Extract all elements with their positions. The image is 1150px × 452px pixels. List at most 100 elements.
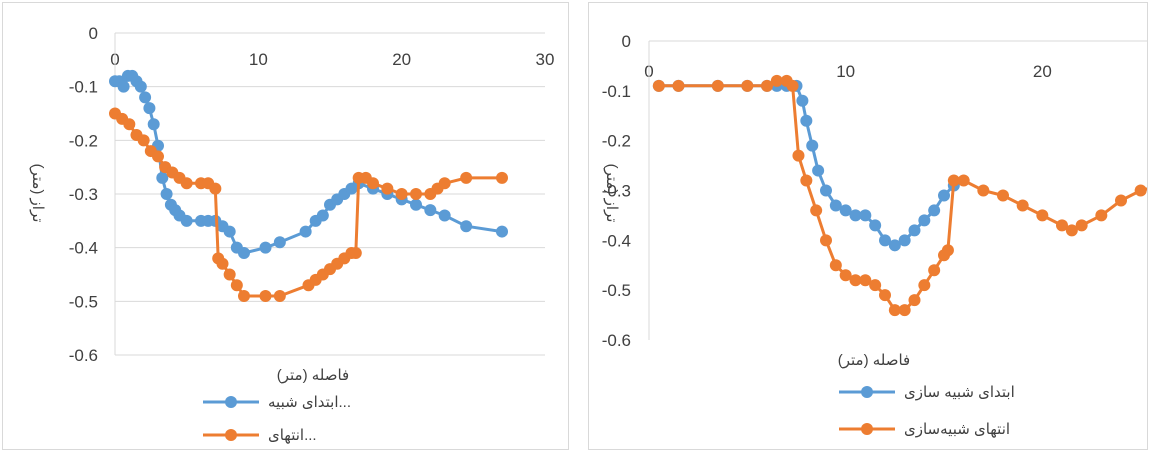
series-2-point	[410, 188, 422, 200]
series-2-point	[1095, 209, 1108, 222]
series-2-point	[273, 289, 286, 302]
series-1-point	[147, 118, 160, 131]
series-2-point	[230, 279, 243, 292]
y-tick-label-5: -0.5	[602, 281, 631, 300]
y-tick-label-4: -0.4	[69, 239, 98, 258]
series-2-point	[810, 204, 823, 217]
series-1-point	[156, 171, 169, 184]
x-tick-label-3: 30	[536, 50, 555, 69]
series-1-point	[918, 214, 931, 227]
series-1-point	[316, 209, 329, 222]
series-2-point	[908, 294, 921, 307]
series-2-point	[180, 177, 193, 190]
series-2-point	[879, 289, 891, 302]
series-1-point	[829, 199, 842, 212]
series-1-point	[820, 184, 832, 197]
y-axis-title: تراز (متر)	[603, 164, 620, 223]
series-2-point	[496, 171, 508, 184]
chart-panel-left: 0 -0.1 -0.2 -0.3 -0.4 -0.5 -0.6 0 10 20 30 فاصله (م…	[2, 2, 569, 450]
series-2-point	[1056, 219, 1068, 232]
series-1-point	[859, 209, 872, 222]
series-2-point	[849, 274, 862, 287]
series-1-point	[879, 234, 891, 247]
series-2-point	[216, 257, 229, 270]
series-2-point	[209, 182, 222, 195]
series-2-point	[1075, 219, 1088, 232]
legend-marker-1	[861, 386, 873, 398]
x-axis-title: فاصله (متر)	[277, 367, 349, 384]
y-tick-label-2: -0.2	[602, 132, 631, 151]
series-2-point	[898, 304, 911, 317]
y-tick-label-5: -0.5	[69, 292, 98, 311]
series-1-point	[806, 139, 819, 152]
series-1-point	[273, 236, 286, 249]
y-tick-label-2: -0.2	[69, 131, 98, 150]
series-2-point	[792, 149, 805, 162]
series-2-point	[859, 274, 872, 287]
series-2-point	[820, 234, 832, 247]
x-tick-label-1: 10	[836, 62, 855, 81]
series-2-point	[770, 74, 783, 87]
series-2-point	[869, 279, 882, 292]
y-tick-label-1: -0.1	[602, 82, 631, 101]
y-tick-label-6: -0.6	[602, 331, 631, 350]
series-2-point	[259, 289, 272, 302]
series-2-point	[438, 177, 451, 190]
series-1-point	[259, 241, 272, 254]
series-1-point	[800, 114, 813, 127]
series-line-2	[658, 79, 1147, 312]
y-tick-label-0: 0	[89, 24, 98, 43]
series-2-point	[997, 189, 1009, 202]
series-1-point	[438, 209, 451, 222]
series-1-point	[223, 225, 236, 238]
series-1-point	[238, 247, 250, 260]
series-2-point	[152, 150, 164, 163]
series-2-point	[1016, 199, 1029, 212]
series-2-point	[395, 188, 408, 200]
series-2-point	[829, 259, 842, 272]
series-1-point	[139, 91, 152, 104]
series-2-point	[367, 177, 379, 190]
series-1-point	[460, 220, 473, 233]
series-2-point	[957, 174, 970, 187]
series-2-point	[652, 79, 665, 92]
series-line-2	[114, 112, 502, 298]
legend-label-1: ابتدای شبیه...	[268, 394, 351, 411]
series-1-point	[424, 204, 437, 217]
y-axis-title: تراز (متر)	[29, 164, 46, 223]
series-1-point	[299, 225, 312, 238]
series-2-point	[918, 279, 931, 292]
series-2-point	[137, 134, 150, 147]
series-1-point	[839, 204, 852, 217]
series-1-point	[796, 94, 809, 107]
series-1-point	[410, 198, 422, 211]
series-1-point	[134, 80, 147, 93]
series-1-point	[908, 224, 921, 237]
series-2-point	[928, 264, 941, 277]
series-line-1	[658, 84, 955, 247]
series-2-point	[1134, 184, 1147, 197]
legend-marker-2	[861, 423, 873, 435]
series-1-point	[898, 234, 911, 247]
series-2-point	[711, 79, 724, 92]
series-2-point	[800, 174, 813, 187]
y-tick-label-3: -0.3	[602, 182, 631, 201]
y-tick-label-1: -0.1	[69, 78, 98, 97]
series-2-point	[1036, 209, 1049, 222]
series-2-point	[238, 289, 250, 302]
y-tick-label-4: -0.4	[602, 231, 631, 250]
series-2-point	[741, 79, 754, 92]
y-tick-label-0: 0	[622, 32, 631, 51]
series-2-point	[123, 118, 136, 131]
series-2-point	[761, 79, 773, 92]
legend-label-2: انتهای شبیه‌سازی	[904, 421, 1010, 438]
series-2-point	[888, 304, 901, 317]
series-2-point	[460, 171, 473, 184]
series-1-point	[160, 188, 173, 200]
series-2-point	[381, 182, 394, 195]
series-1-point	[938, 189, 950, 202]
series-1-point	[888, 239, 901, 252]
